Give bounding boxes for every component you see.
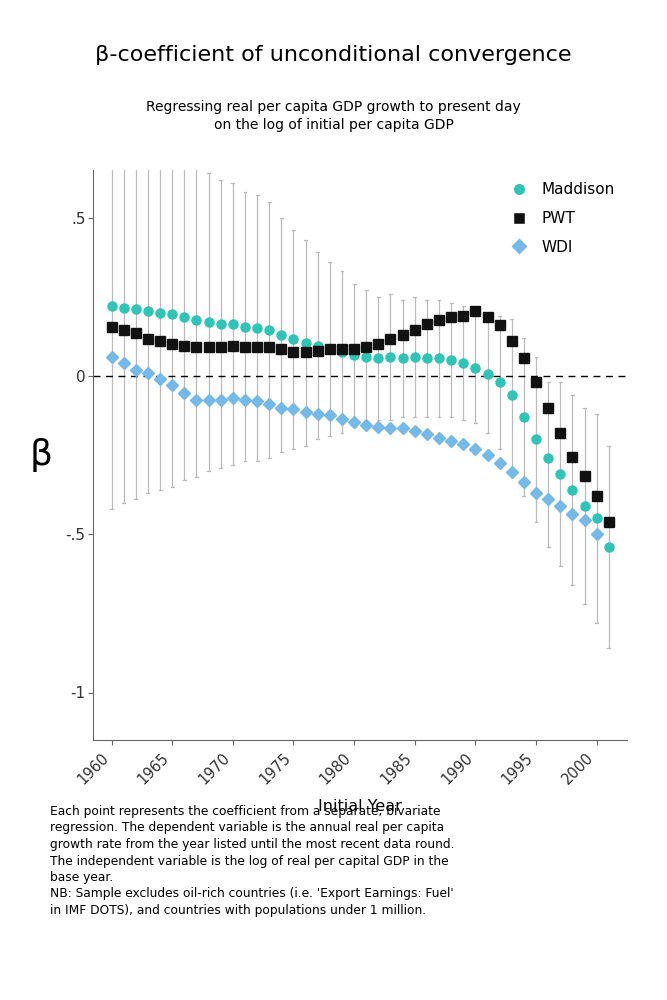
X-axis label: Initial Year: Initial Year [318,799,402,814]
Y-axis label: β: β [29,438,52,472]
Text: β-coefficient of unconditional convergence: β-coefficient of unconditional convergen… [95,45,572,65]
Text: Regressing real per capita GDP growth to present day
on the log of initial per c: Regressing real per capita GDP growth to… [146,100,521,132]
Text: Each point represents the coefficient from a separate, bivariate
regression. The: Each point represents the coefficient fr… [50,805,454,917]
Legend: Maddison, PWT, WDI: Maddison, PWT, WDI [499,178,620,259]
